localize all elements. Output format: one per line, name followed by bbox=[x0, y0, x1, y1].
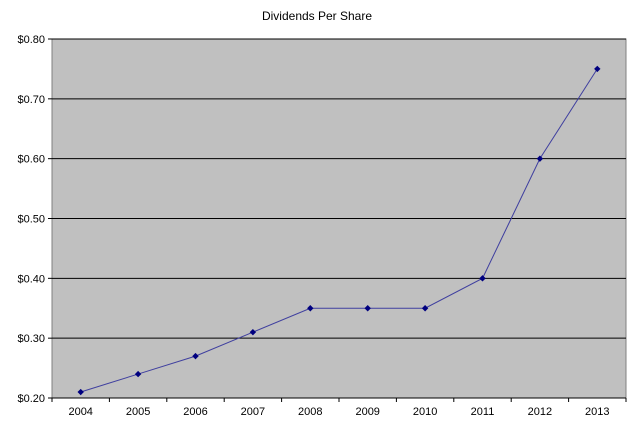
y-tick-label: $0.80 bbox=[17, 34, 45, 46]
x-tick-label: 2008 bbox=[298, 406, 322, 418]
gridlines bbox=[52, 38, 626, 399]
data-point bbox=[594, 65, 601, 73]
y-tick-label: $0.50 bbox=[17, 214, 45, 226]
y-tick-label: $0.70 bbox=[17, 94, 45, 106]
x-tick-label: 2007 bbox=[241, 406, 265, 418]
series-layer bbox=[77, 65, 601, 396]
data-point bbox=[134, 370, 142, 378]
y-tick-label: $0.60 bbox=[17, 154, 45, 166]
chart-title: Dividends Per Share bbox=[262, 9, 372, 23]
data-point bbox=[421, 305, 429, 312]
x-tick-label: 2010 bbox=[413, 406, 437, 418]
data-point bbox=[479, 275, 486, 282]
data-point bbox=[192, 352, 199, 360]
y-tick-label: $0.20 bbox=[17, 393, 45, 405]
y-axis-ticks: $0.20 $0.30 $0.40 $0.50 $0.60 $0.70 $0.80 bbox=[17, 34, 52, 405]
y-tick-label: $0.40 bbox=[17, 273, 45, 285]
data-point bbox=[249, 328, 257, 336]
x-tick-label: 2011 bbox=[471, 406, 495, 418]
x-tick-label: 2005 bbox=[126, 406, 150, 418]
x-axis-ticks: 2004 2005 2006 2007 2008 2009 2010 2011 2012 2013 bbox=[51, 398, 627, 418]
y-tick-label: $0.30 bbox=[17, 333, 45, 345]
x-tick-label: 2006 bbox=[183, 406, 207, 418]
data-point bbox=[77, 388, 84, 396]
x-tick-label: 2004 bbox=[68, 406, 92, 418]
data-point bbox=[307, 305, 314, 312]
series-line bbox=[80, 68, 598, 393]
x-tick-label: 2012 bbox=[528, 406, 552, 418]
x-tick-label: 2013 bbox=[585, 406, 609, 418]
data-point bbox=[364, 305, 371, 312]
data-point bbox=[536, 155, 544, 162]
x-tick-label: 2009 bbox=[355, 406, 379, 418]
